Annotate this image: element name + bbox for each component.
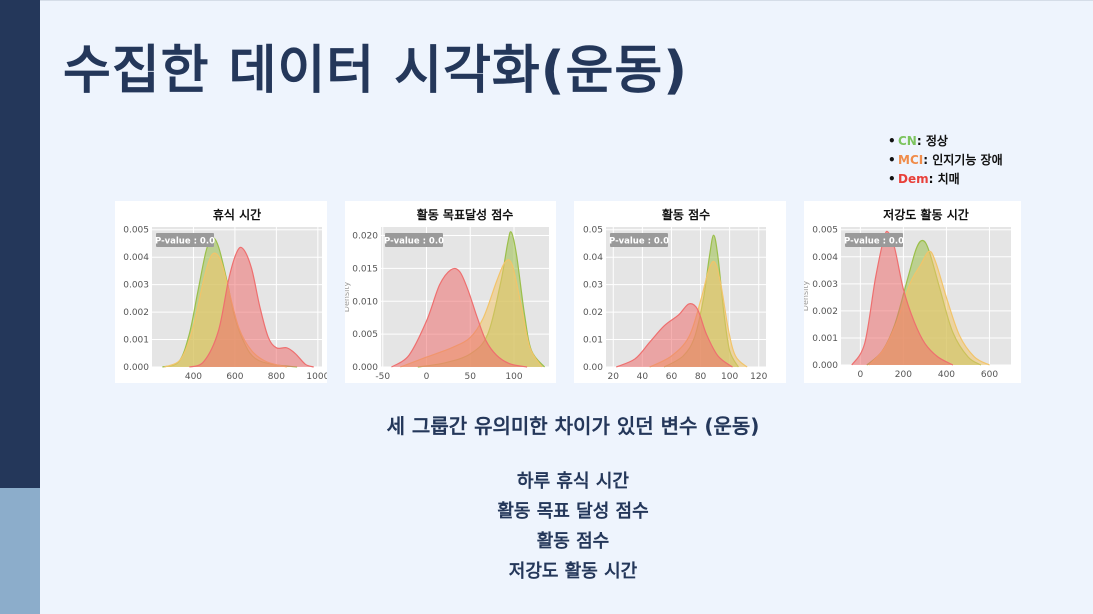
y-tick-label: 0.004 (812, 253, 838, 263)
legend-desc: : 인지기능 장애 (923, 153, 1003, 167)
density-chart: 활동 목표달성 점수 P-value : 0.0 -50 0 50 100 0.000 0.0… (345, 207, 549, 382)
x-tick-label: 100 (505, 372, 522, 382)
y-tick-label: 0.001 (812, 334, 838, 344)
y-tick-label: 0.003 (812, 280, 838, 290)
legend-desc: : 정상 (916, 134, 948, 148)
bullet-icon: • (888, 153, 896, 167)
x-tick-label: 50 (465, 372, 477, 382)
x-tick-label: 120 (750, 372, 767, 382)
x-tick-label: 200 (895, 370, 912, 380)
bullet-icon: • (888, 134, 896, 148)
chart-panel-activity-score: 활동 점수 P-value : 0.0 20 40 60 80 100 120 0.00 0.01… (574, 201, 786, 383)
significant-variables-list: 하루 휴식 시간 활동 목표 달성 점수 활동 점수 저강도 활동 시간 (0, 467, 1093, 587)
x-tick-label: 100 (721, 372, 738, 382)
y-tick-label: 0.005 (352, 330, 378, 340)
density-area-dem (391, 268, 528, 367)
y-tick-label: 0.05 (583, 226, 603, 236)
legend-abbr: Dem (898, 172, 929, 186)
x-tick-label: 80 (695, 372, 707, 382)
list-item: 저강도 활동 시간 (508, 561, 638, 582)
list-item: 활동 점수 (536, 531, 610, 552)
density-chart: 휴식 시간 P-value : 0.0 400 600 800 1000 0.000 0.00… (123, 207, 327, 382)
pvalue-badge (610, 233, 668, 247)
chart-title: 활동 점수 (662, 207, 710, 222)
list-item: 하루 휴식 시간 (517, 471, 629, 492)
pvalue-label: P-value : 0.0 (844, 237, 904, 247)
y-tick-label: 0.003 (123, 281, 149, 291)
y-tick-label: 0.002 (123, 308, 149, 318)
density-area-dem (851, 231, 953, 365)
density-line-dem (851, 230, 954, 366)
density-chart: 활동 점수 P-value : 0.0 20 40 60 80 100 120 0.00 0.01… (583, 207, 768, 382)
chart-title: 저강도 활동 시간 (883, 207, 969, 222)
density-line-dem (615, 303, 733, 368)
chart-title: 휴식 시간 (213, 207, 261, 222)
x-tick-label: 40 (637, 372, 649, 382)
y-tick-label: 0.015 (352, 264, 378, 274)
x-tick-label: 800 (268, 372, 285, 382)
x-tick-label: 0 (857, 370, 863, 380)
y-tick-label: 0.000 (352, 363, 378, 373)
pvalue-label: P-value : 0.0 (384, 237, 444, 247)
y-tick-label: 0.000 (123, 363, 149, 373)
x-tick-label: 0 (424, 372, 430, 382)
density-area-mci (400, 259, 542, 367)
y-tick-label: 0.010 (352, 297, 378, 307)
y-tick-label: 0.04 (583, 253, 603, 263)
y-tick-label: 0.005 (812, 226, 838, 236)
y-axis-label: Density (804, 281, 810, 312)
x-tick-label: 20 (608, 372, 620, 382)
y-tick-label: 0.002 (812, 307, 838, 317)
chart-panel-rest-time: 휴식 시간 P-value : 0.0 400 600 800 1000 0.000 0.00… (115, 201, 327, 383)
left-accent-bar-bottom (0, 488, 40, 614)
x-tick-label: 400 (185, 372, 202, 382)
x-tick-label: 1000 (306, 372, 327, 382)
y-tick-label: 0.000 (812, 361, 838, 371)
y-tick-label: 0.01 (583, 336, 603, 346)
density-area-dem (189, 247, 314, 367)
chart-panel-low-intensity-time: 저강도 활동 시간 P-value : 0.0 0 200 400 600 0.000 0.0… (804, 201, 1021, 383)
top-divider (40, 0, 1093, 1)
pvalue-label: P-value : 0.0 (609, 237, 669, 247)
chart-panel-activity-goal-score: 활동 목표달성 점수 P-value : 0.0 -50 0 50 100 0.000 0.0… (345, 201, 556, 383)
y-tick-label: 0.004 (123, 253, 149, 263)
density-area-dem (616, 303, 733, 367)
y-tick-label: 0.001 (123, 336, 149, 346)
legend-item-dem: • Dem: 치매 (888, 170, 1003, 189)
pvalue-label: P-value : 0.0 (155, 237, 215, 247)
x-tick-label: 600 (226, 372, 243, 382)
pvalue-badge (156, 233, 214, 247)
y-tick-label: 0.03 (583, 281, 603, 291)
legend-abbr: MCI (898, 153, 924, 167)
chart-title: 활동 목표달성 점수 (417, 207, 514, 222)
pvalue-badge (385, 233, 443, 247)
x-tick-label: 600 (981, 370, 998, 380)
list-item: 활동 목표 달성 점수 (497, 501, 649, 522)
legend-desc: : 치매 (928, 172, 960, 186)
density-chart: 저강도 활동 시간 P-value : 0.0 0 200 400 600 0.000 0.0… (804, 207, 1011, 380)
density-line-dem (189, 246, 314, 368)
pvalue-badge (845, 233, 903, 247)
y-tick-label: 0.005 (123, 226, 149, 236)
legend-item-cn: • CN: 정상 (888, 132, 1003, 151)
bullet-icon: • (888, 172, 896, 186)
y-axis-label: Density (345, 282, 351, 313)
left-accent-bar (0, 0, 40, 488)
density-line-dem (391, 267, 528, 368)
page-title: 수집한 데이터 시각화(운동) (63, 41, 688, 101)
group-legend: • CN: 정상 • MCI: 인지기능 장애 • Dem: 치매 (888, 132, 1003, 189)
y-tick-label: 0.020 (352, 232, 378, 242)
y-tick-label: 0.00 (583, 363, 603, 373)
x-tick-label: 400 (938, 370, 955, 380)
legend-item-mci: • MCI: 인지기능 장애 (888, 151, 1003, 170)
x-tick-label: -50 (375, 372, 390, 382)
x-tick-label: 60 (666, 372, 678, 382)
summary-heading: 세 그룹간 유의미한 차이가 있던 변수 (운동) (386, 414, 760, 438)
y-tick-label: 0.02 (583, 308, 603, 318)
legend-abbr: CN (898, 134, 917, 148)
